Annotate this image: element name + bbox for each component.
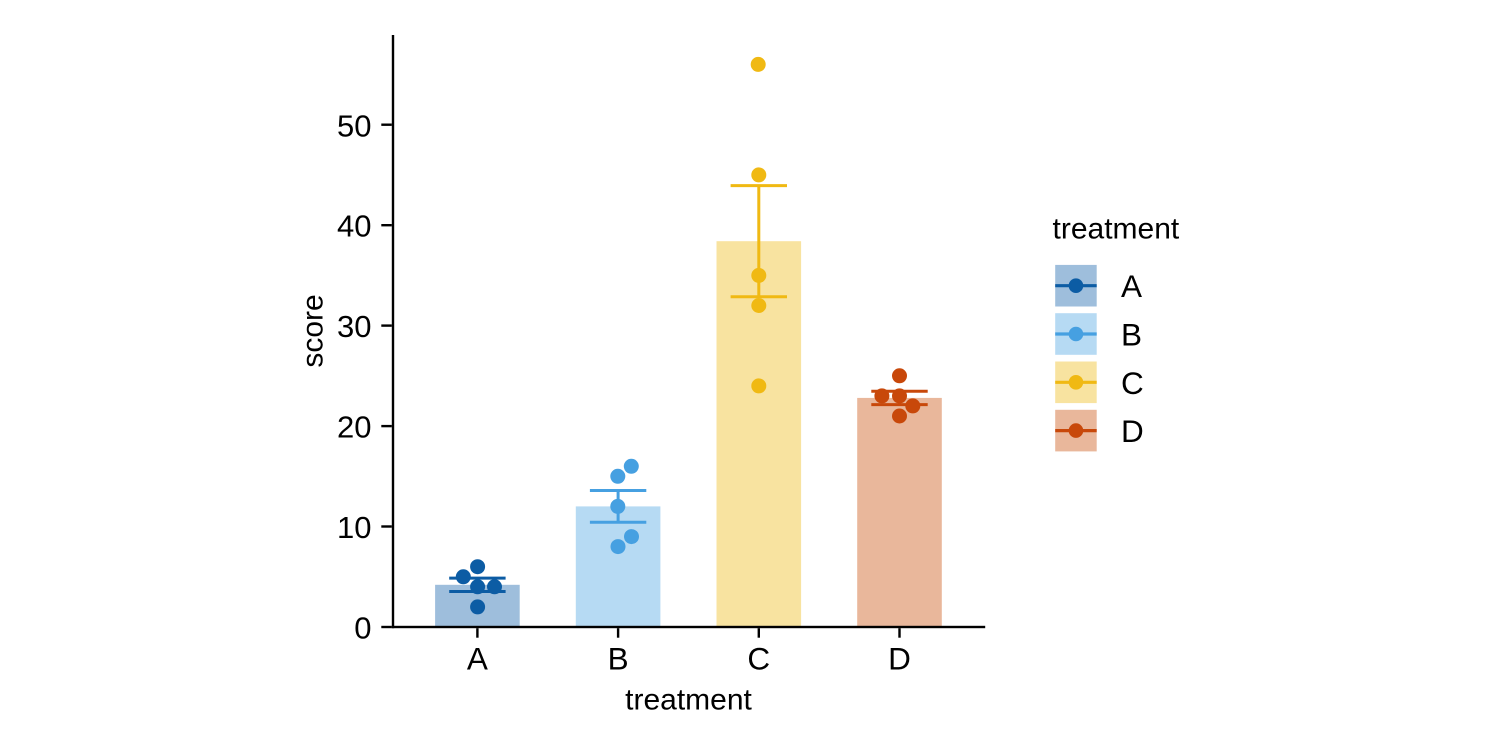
svg-text:30: 30	[337, 309, 371, 344]
svg-text:score: score	[297, 294, 330, 367]
svg-text:B: B	[1121, 317, 1142, 353]
svg-text:40: 40	[337, 209, 371, 244]
svg-text:B: B	[608, 641, 629, 677]
svg-text:D: D	[888, 641, 911, 677]
svg-text:20: 20	[337, 410, 371, 445]
svg-text:treatment: treatment	[1053, 213, 1180, 246]
svg-text:0: 0	[354, 610, 371, 645]
svg-text:10: 10	[337, 510, 371, 545]
svg-text:C: C	[747, 641, 770, 677]
svg-text:A: A	[467, 641, 488, 677]
svg-text:50: 50	[337, 108, 371, 143]
svg-text:D: D	[1121, 413, 1144, 449]
svg-text:A: A	[1121, 268, 1142, 304]
svg-text:treatment: treatment	[625, 683, 752, 716]
svg-text:C: C	[1121, 365, 1144, 401]
